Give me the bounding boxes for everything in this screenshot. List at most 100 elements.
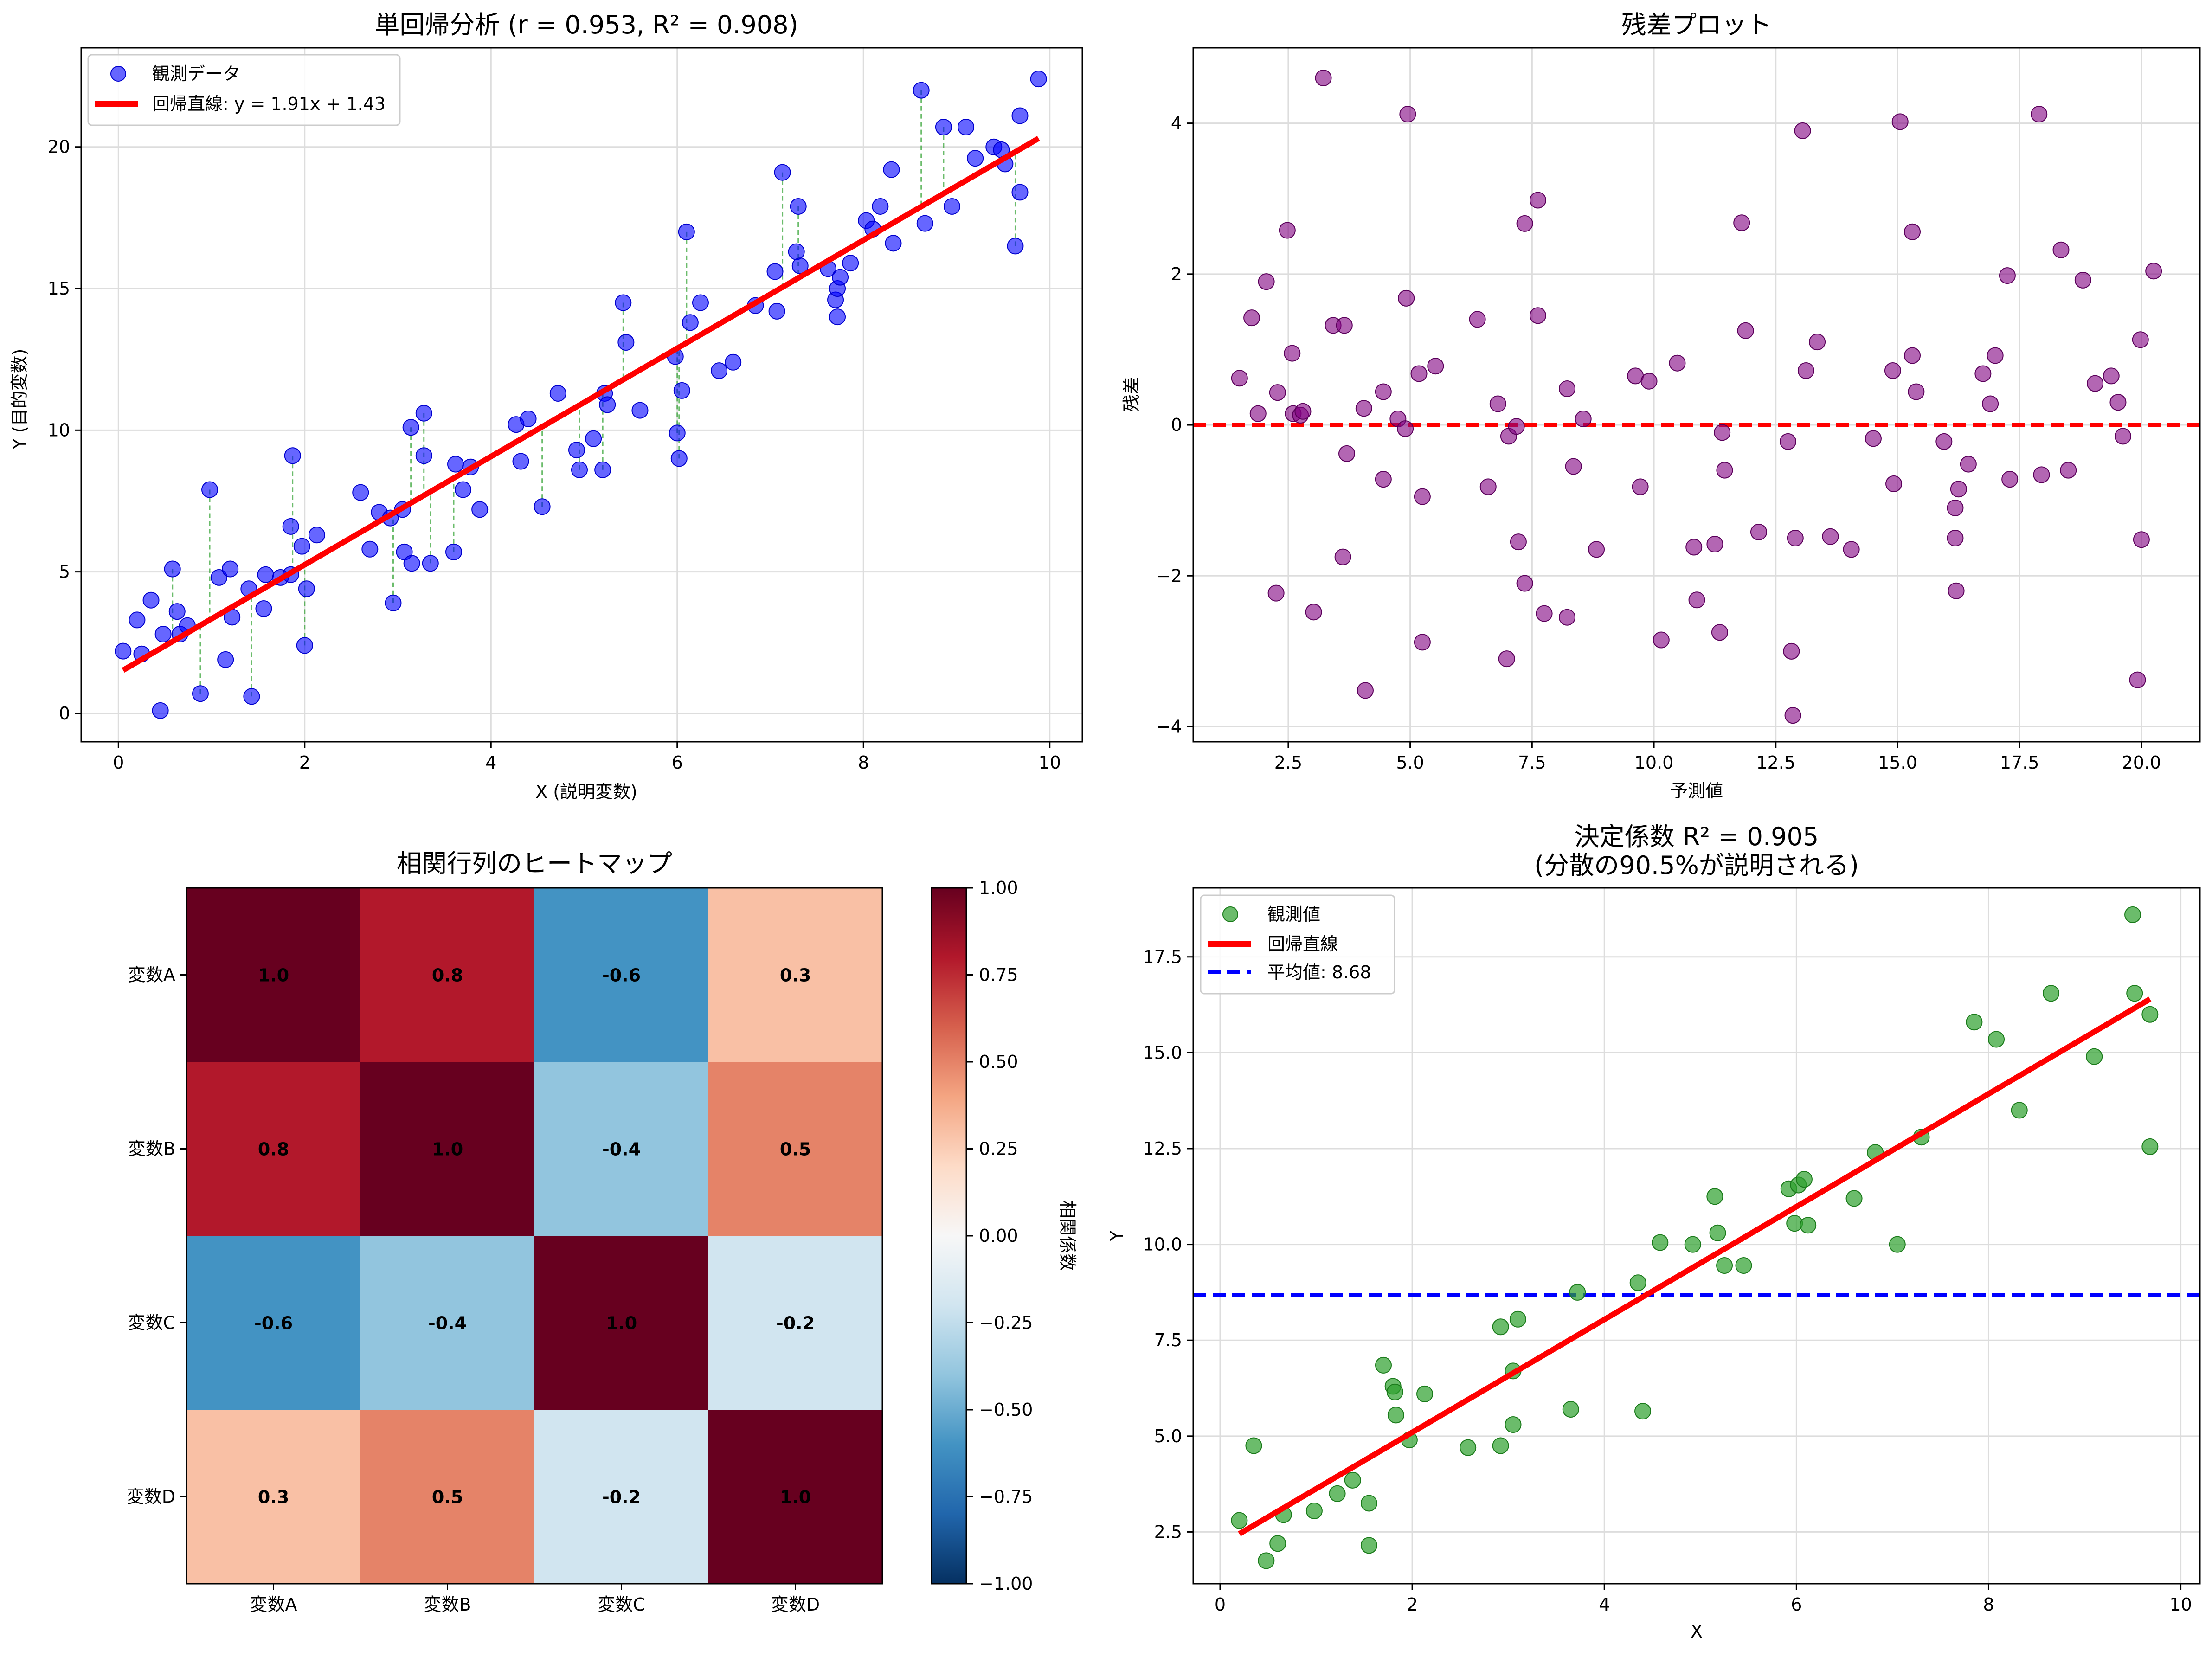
residual-point	[1588, 541, 1605, 558]
residual-point	[1249, 405, 1267, 422]
residual-point	[2129, 671, 2146, 688]
observed-point	[2126, 985, 2143, 1002]
regression-legend-label-data: 観測データ	[152, 64, 240, 84]
heatmap-x-label: 変数C	[598, 1594, 645, 1615]
data-point	[257, 566, 274, 583]
residual-point	[1269, 384, 1286, 401]
data-point	[293, 538, 310, 555]
residual-point	[1258, 273, 1275, 290]
observed-point	[1562, 1400, 1579, 1418]
residual-point	[1267, 584, 1285, 602]
y-tick-label: 7.5	[1154, 1330, 1182, 1350]
data-point	[842, 255, 859, 272]
data-point	[168, 603, 186, 620]
residual-point	[1516, 575, 1533, 592]
observed-point	[1505, 1416, 1522, 1433]
colorbar-tick-label: −1.00	[979, 1574, 1033, 1594]
y-tick-label: 20	[48, 137, 70, 157]
heatmap-cell-label: 1.0	[258, 965, 289, 986]
regression-title: 単回帰分析 (r = 0.953, R² = 0.908)	[374, 10, 798, 39]
data-point	[913, 82, 930, 99]
heatmap-y-label: 変数B	[128, 1139, 175, 1159]
r2-legend: 観測値 回帰直線 平均値: 8.68	[1200, 894, 1395, 995]
heatmap-cell-label: -0.6	[602, 965, 641, 986]
residual-point	[1305, 604, 1322, 621]
heatmap-cell	[708, 1410, 882, 1584]
residual-point	[2133, 531, 2150, 548]
observed-point	[2086, 1048, 2103, 1065]
regression-legend: 観測データ 回帰直線: y = 1.91x + 1.43	[87, 54, 401, 126]
data-point	[520, 410, 537, 427]
observed-point	[1569, 1284, 1586, 1301]
residual-point	[1982, 395, 1999, 412]
data-point	[1011, 184, 1029, 201]
heatmap-cell	[534, 888, 708, 1062]
heatmap-cell	[708, 1062, 882, 1236]
r2-grid	[1193, 888, 2200, 1584]
regression-plot-frame	[80, 47, 1083, 743]
observed-point	[1634, 1403, 1652, 1420]
data-point	[631, 402, 649, 419]
heatmap-cell	[186, 1236, 360, 1410]
observed-point	[1716, 1257, 1733, 1274]
x-tick-label: 10.0	[1634, 752, 1674, 773]
data-point	[402, 419, 419, 436]
residual-points	[1231, 70, 2162, 724]
observed-point	[1416, 1385, 1434, 1402]
heatmap-cell	[360, 1062, 534, 1236]
r2-title: 決定係数 R² = 0.905	[1575, 822, 1819, 851]
residual-ticks: 2.5 5.0 7.5 10.0 12.5 15.0 17.5 20.0 −4 −2 0 2 4	[1156, 113, 2161, 773]
residual-point	[1397, 420, 1414, 437]
r2-legend-box	[1200, 894, 1395, 995]
observed-point	[1231, 1512, 1248, 1529]
observed-point	[1988, 1031, 2005, 1048]
residual-point	[1669, 354, 1686, 372]
r2-panel: 決定係数 R² = 0.905 (分散の90.5%が説明される) X Y 0 2 4…	[1106, 822, 2201, 1642]
residual-point	[1987, 347, 2004, 364]
heatmap-cell-label: 0.5	[780, 1139, 811, 1160]
residual-point	[2052, 241, 2070, 258]
regression-line	[122, 136, 1040, 673]
observed-point	[2141, 1006, 2159, 1023]
heatmap-cell-label: 0.3	[258, 1487, 289, 1508]
data-point	[115, 642, 132, 660]
data-point	[766, 263, 784, 280]
data-point	[296, 637, 313, 654]
data-point	[142, 591, 160, 609]
observed-point	[1629, 1274, 1646, 1291]
x-tick-label: 10	[2169, 1594, 2192, 1615]
observed-point	[1360, 1537, 1377, 1554]
data-point	[512, 453, 529, 470]
x-tick-label: 4	[1599, 1594, 1610, 1615]
data-point	[534, 498, 551, 515]
residual-point	[1750, 523, 1767, 540]
y-tick-label: 2	[1171, 264, 1182, 284]
data-point	[415, 405, 432, 422]
data-point	[129, 611, 146, 629]
data-point	[282, 518, 299, 535]
observed-point	[1344, 1471, 1361, 1489]
residual-point	[1632, 478, 1649, 495]
observed-point	[2043, 985, 2060, 1002]
residual-point	[1974, 365, 1992, 382]
residual-point	[1410, 365, 1428, 382]
observed-point	[1360, 1495, 1377, 1512]
data-point	[361, 540, 379, 558]
x-tick-label: 2	[1407, 1594, 1418, 1615]
heatmap-cell	[360, 1236, 534, 1410]
data-point	[935, 118, 952, 135]
heatmap-cell	[360, 888, 534, 1062]
data-point	[617, 334, 635, 351]
residual-point	[1706, 535, 1723, 552]
r2-ticks: 0 2 4 6 8 10 2.5 5.0 7.5 10.0 12.5 15.0 17.5	[1143, 947, 2192, 1615]
data-point	[943, 198, 960, 215]
colorbar-tick-label: 0.25	[979, 1139, 1018, 1159]
observed-point	[1735, 1257, 1752, 1274]
residual-point	[1685, 539, 1703, 556]
colorbar-tick-label: −0.50	[979, 1400, 1033, 1420]
data-point	[308, 527, 325, 544]
data-point	[829, 308, 846, 326]
residual-point	[2087, 375, 2104, 392]
heatmap-y-label: 変数A	[128, 965, 175, 985]
data-point	[916, 215, 933, 232]
